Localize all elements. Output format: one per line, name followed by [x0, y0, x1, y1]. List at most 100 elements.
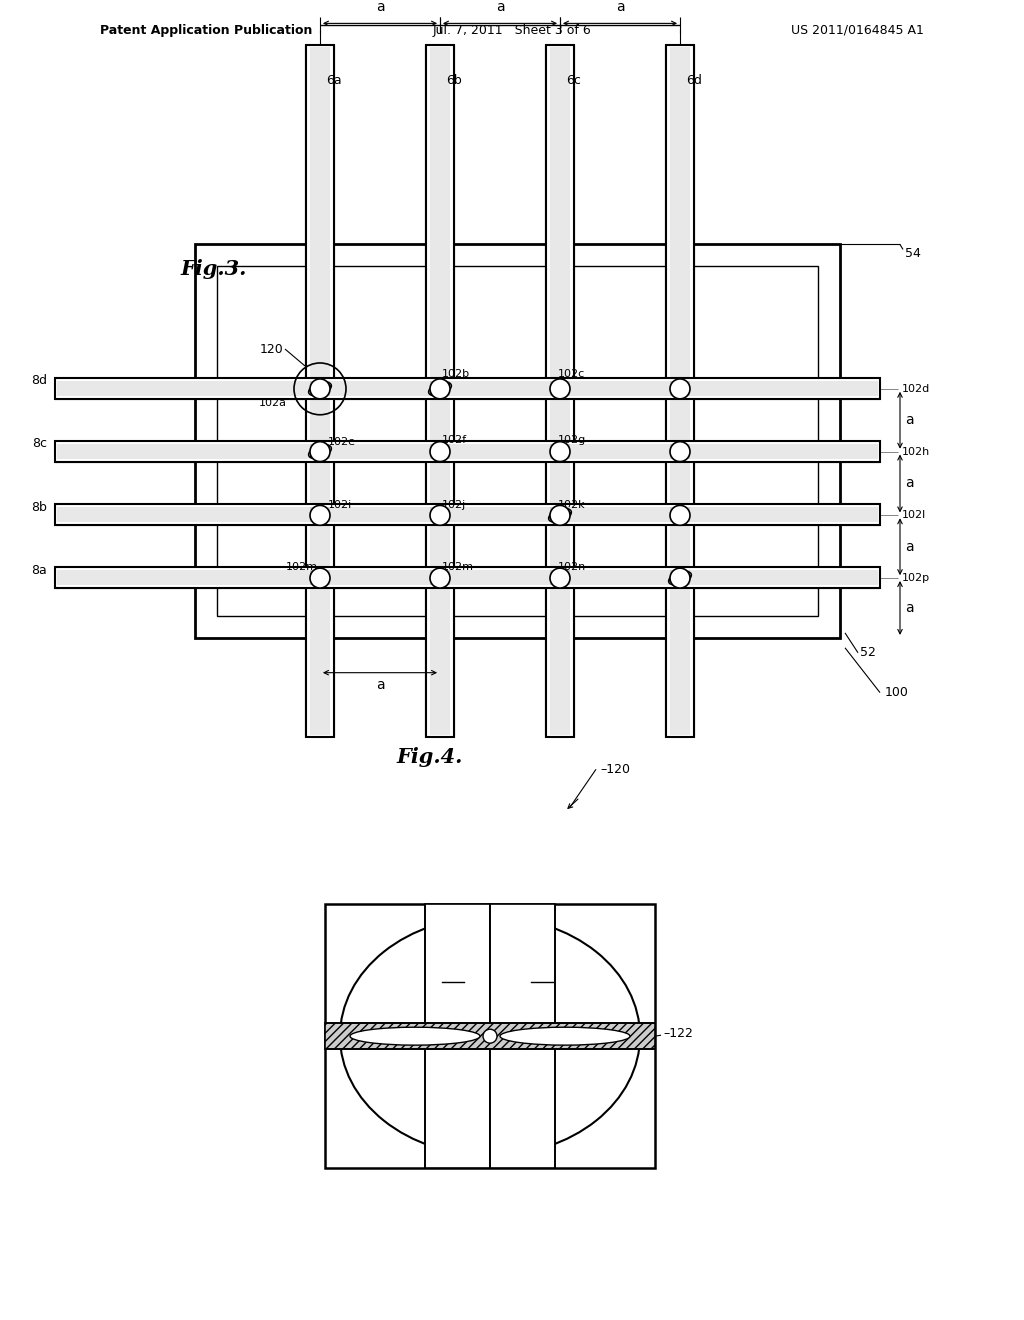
Bar: [670, 48, 690, 735]
Text: 6b: 6b: [446, 74, 462, 87]
Text: US 2011/0164845 A1: US 2011/0164845 A1: [792, 24, 924, 37]
Text: 102c: 102c: [558, 368, 586, 379]
Circle shape: [550, 379, 570, 399]
Text: Jul. 7, 2011   Sheet 3 of 6: Jul. 7, 2011 Sheet 3 of 6: [432, 24, 592, 37]
Bar: [430, 381, 450, 396]
Text: Fig.4.: Fig.4.: [397, 747, 463, 767]
Bar: [550, 507, 570, 523]
Bar: [430, 48, 450, 735]
Text: a: a: [905, 413, 913, 428]
Bar: [55, 504, 880, 525]
Bar: [666, 45, 694, 738]
Text: 102l: 102l: [902, 511, 927, 520]
Bar: [430, 444, 450, 458]
Circle shape: [550, 442, 570, 462]
Text: 102k: 102k: [558, 500, 586, 511]
Bar: [57, 381, 878, 396]
Bar: [306, 45, 334, 738]
Bar: [310, 444, 330, 458]
Bar: [550, 444, 570, 458]
Bar: [310, 507, 330, 523]
Circle shape: [430, 506, 450, 525]
Bar: [55, 441, 880, 462]
Text: a: a: [905, 540, 913, 553]
Bar: [550, 381, 570, 396]
Bar: [57, 570, 878, 585]
Text: 102h: 102h: [902, 446, 930, 457]
Text: 54: 54: [444, 969, 462, 983]
Text: 102j: 102j: [442, 500, 466, 511]
Circle shape: [430, 568, 450, 587]
Text: 52: 52: [860, 647, 876, 659]
Bar: [550, 48, 570, 735]
Text: 8b: 8b: [31, 500, 47, 513]
Bar: [670, 381, 690, 396]
Bar: [430, 507, 450, 523]
Bar: [670, 444, 690, 458]
Text: 102m: 102m: [442, 562, 474, 572]
Bar: [325, 904, 655, 1168]
Bar: [55, 568, 880, 587]
Bar: [195, 244, 840, 638]
Ellipse shape: [669, 572, 691, 585]
Text: 102f: 102f: [442, 434, 467, 445]
Text: 102g: 102g: [558, 434, 587, 445]
Circle shape: [550, 506, 570, 525]
Text: 102n: 102n: [558, 562, 587, 572]
Bar: [310, 48, 330, 735]
Ellipse shape: [340, 916, 640, 1156]
Text: 100: 100: [885, 686, 909, 700]
Text: 8c: 8c: [32, 437, 47, 450]
Text: 102p: 102p: [902, 573, 930, 583]
Ellipse shape: [308, 445, 332, 458]
Circle shape: [310, 568, 330, 587]
Text: Patent Application Publication: Patent Application Publication: [100, 24, 312, 37]
Text: 52: 52: [534, 969, 551, 983]
Text: 102i: 102i: [328, 500, 352, 511]
Ellipse shape: [308, 381, 332, 396]
Text: 120: 120: [259, 342, 283, 355]
Bar: [57, 444, 878, 458]
Bar: [426, 45, 454, 738]
Text: 8a: 8a: [32, 564, 47, 577]
Bar: [310, 570, 330, 585]
Bar: [55, 378, 880, 399]
Text: 102a: 102a: [259, 397, 287, 408]
Text: 6a: 6a: [326, 74, 342, 87]
Bar: [430, 570, 450, 585]
Text: 102d: 102d: [902, 384, 930, 393]
Circle shape: [670, 442, 690, 462]
Text: –122: –122: [663, 1027, 693, 1040]
Text: –120: –120: [600, 763, 630, 776]
Text: a: a: [496, 0, 504, 15]
Ellipse shape: [350, 1027, 480, 1045]
Circle shape: [430, 442, 450, 462]
Text: 6c: 6c: [566, 74, 581, 87]
Text: a: a: [905, 601, 913, 615]
Bar: [310, 381, 330, 396]
Circle shape: [310, 379, 330, 399]
Ellipse shape: [500, 1027, 630, 1045]
Text: 8d: 8d: [31, 375, 47, 387]
Ellipse shape: [428, 381, 452, 396]
Circle shape: [550, 568, 570, 587]
Circle shape: [670, 568, 690, 587]
Bar: [546, 45, 574, 738]
Text: a: a: [905, 477, 913, 491]
Text: 102m: 102m: [286, 562, 318, 572]
Bar: [217, 267, 818, 616]
Text: 102b: 102b: [442, 368, 470, 379]
Text: 102e: 102e: [328, 437, 356, 446]
Bar: [57, 507, 878, 523]
Circle shape: [483, 1030, 497, 1043]
Ellipse shape: [549, 508, 571, 523]
Circle shape: [430, 379, 450, 399]
Text: a: a: [615, 0, 625, 15]
Text: 54: 54: [905, 247, 921, 260]
Text: 6d: 6d: [686, 74, 701, 87]
Circle shape: [310, 442, 330, 462]
Bar: [425, 904, 490, 1168]
Bar: [670, 570, 690, 585]
Text: 102a: 102a: [495, 1064, 526, 1077]
Bar: [490, 904, 555, 1168]
